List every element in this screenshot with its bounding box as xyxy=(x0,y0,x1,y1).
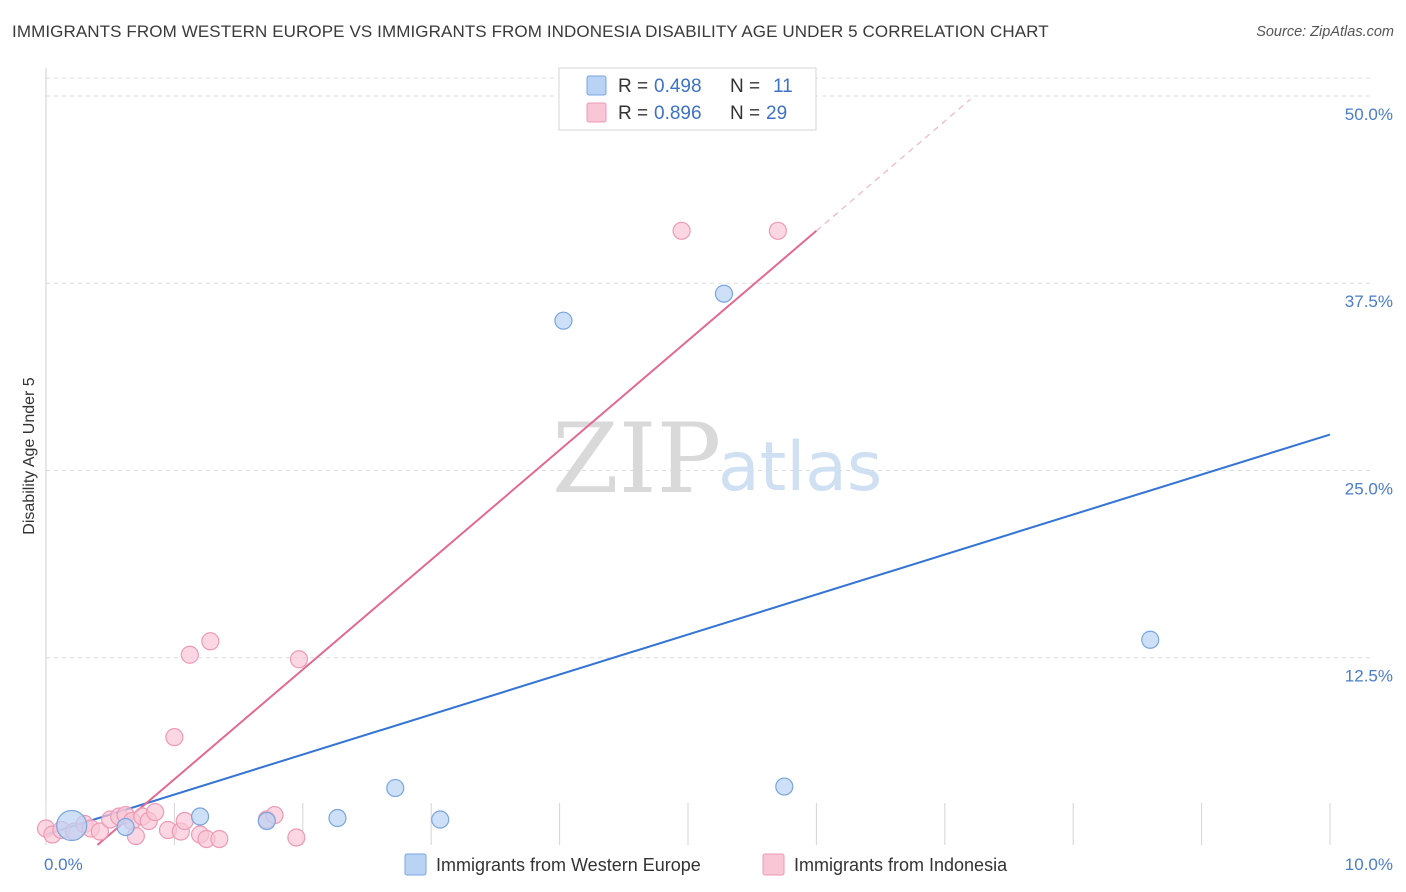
series-legend: Immigrants from Western Europe Immigrant… xyxy=(404,853,1008,876)
y-tick-label-2: 37.5% xyxy=(1345,292,1393,311)
point-indonesia-29 xyxy=(768,221,787,240)
point-indonesia-23 xyxy=(210,829,229,849)
legend-n-label-0: N = xyxy=(730,76,760,97)
x-tick-marks xyxy=(45,803,1331,845)
watermark-zip-text: ZIP xyxy=(552,403,721,515)
point-indonesia-17 xyxy=(165,728,184,747)
y-tick-label-1: 25.0% xyxy=(1345,479,1393,498)
point-western-europe-3 xyxy=(257,811,276,831)
point-western-europe-4 xyxy=(328,808,347,828)
point-western-europe-10 xyxy=(1141,630,1160,649)
point-indonesia-19 xyxy=(180,645,199,664)
series-swatch-indonesia xyxy=(762,853,785,876)
axis-labels: Disability Age Under 5 xyxy=(21,377,38,535)
point-indonesia-28 xyxy=(672,221,691,240)
legend-box: R = 0.498 N = 11 R = 0.896 N = 29 xyxy=(558,67,817,131)
x-tick-labels: 0.0% 10.0% xyxy=(44,855,1393,874)
data-points xyxy=(36,221,1160,849)
legend-swatch-blue xyxy=(586,75,607,96)
y-tick-label-3: 50.0% xyxy=(1345,105,1393,124)
legend-n-value-0: 11 xyxy=(773,76,793,97)
trend-extension-1 xyxy=(816,98,971,232)
legend-n-value-1: 29 xyxy=(766,103,787,124)
trend-line-0 xyxy=(45,433,1331,836)
series-label-western-europe: Immigrants from Western Europe xyxy=(436,855,701,875)
y-tick-labels: 12.5% 25.0% 37.5% 50.0% xyxy=(1345,105,1393,686)
grid-lines xyxy=(45,68,1370,845)
point-western-europe-0 xyxy=(56,809,88,842)
legend-n-label-1: N = xyxy=(730,103,760,124)
point-indonesia-14 xyxy=(146,802,165,822)
point-indonesia-27 xyxy=(289,650,309,669)
series-label-indonesia: Immigrants from Indonesia xyxy=(794,855,1008,875)
source-label: Source: ZipAtlas.com xyxy=(1256,24,1394,40)
point-western-europe-6 xyxy=(431,810,450,829)
y-axis-label: Disability Age Under 5 xyxy=(21,377,38,535)
point-indonesia-22 xyxy=(201,632,220,651)
x-tick-label-0: 0.0% xyxy=(44,855,83,874)
trend-line-1 xyxy=(96,230,818,846)
point-western-europe-8 xyxy=(714,284,734,303)
x-tick-label-1: 10.0% xyxy=(1345,855,1393,874)
point-western-europe-2 xyxy=(190,807,210,826)
legend-r-label-0: R = xyxy=(618,76,648,97)
legend-r-value-0: 0.498 xyxy=(654,76,702,97)
watermark: ZIP atlas xyxy=(552,403,882,515)
point-western-europe-5 xyxy=(386,778,405,798)
trend-lines xyxy=(45,98,1331,846)
point-western-europe-9 xyxy=(775,777,794,796)
legend-swatch-pink xyxy=(586,102,607,123)
point-western-europe-7 xyxy=(554,311,573,330)
point-western-europe-1 xyxy=(116,817,135,837)
point-indonesia-6 xyxy=(90,822,110,841)
legend-r-label-1: R = xyxy=(618,103,648,124)
y-tick-label-0: 12.5% xyxy=(1345,667,1393,686)
chart-title: IMMIGRANTS FROM WESTERN EUROPE VS IMMIGR… xyxy=(12,22,1049,41)
point-indonesia-18 xyxy=(175,811,194,831)
watermark-atlas-text: atlas xyxy=(718,428,882,507)
series-swatch-western-europe xyxy=(404,853,427,876)
legend-r-value-1: 0.896 xyxy=(654,103,702,124)
point-indonesia-26 xyxy=(287,828,306,847)
